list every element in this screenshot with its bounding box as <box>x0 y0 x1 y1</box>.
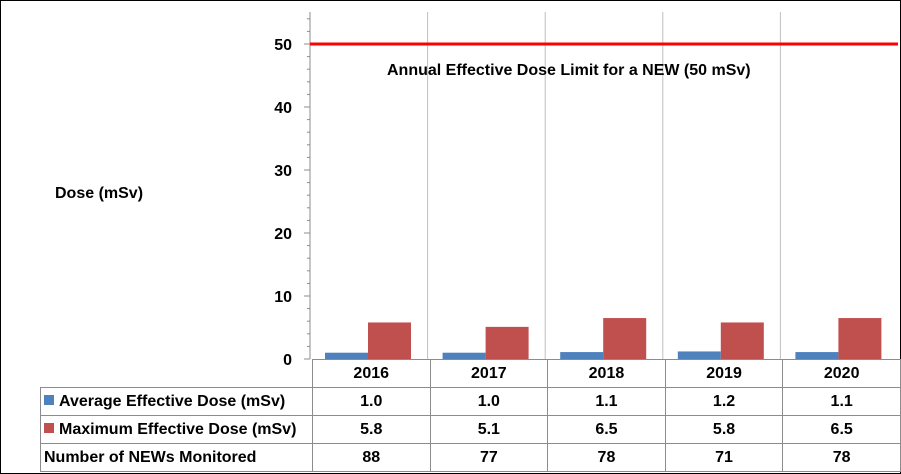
category-label: 2016 <box>311 359 431 388</box>
table-cell: 1.0 <box>311 387 431 416</box>
series-name: Maximum Effective Dose (mSv) <box>59 420 297 438</box>
table-cell: 6.5 <box>782 415 901 444</box>
table-row-maximum: Maximum Effective Dose (mSv) 5.8 5.1 6.5… <box>40 415 901 444</box>
legend-key-average <box>44 394 54 405</box>
reference-line-label: Annual Effective Dose Limit for a NEW (5… <box>387 62 751 79</box>
bar-maximum <box>485 326 529 359</box>
category-label: 2020 <box>782 359 901 388</box>
data-table: 2016 2017 2018 2019 2020 Average Effecti… <box>40 359 901 472</box>
table-cell: 78 <box>782 443 901 472</box>
table-header-row: 2016 2017 2018 2019 2020 <box>40 359 901 388</box>
series-label-maximum: Maximum Effective Dose (mSv) <box>40 415 313 444</box>
series-label-average: Average Effective Dose (mSv) <box>40 387 313 416</box>
y-tick-label: 10 <box>274 289 292 306</box>
table-row-news: Number of NEWs Monitored 88 77 78 71 78 <box>40 443 901 472</box>
category-label: 2018 <box>547 359 666 388</box>
table-cell: 5.1 <box>429 415 549 444</box>
bar-average <box>560 352 604 359</box>
table-cell: 1.2 <box>664 387 784 416</box>
category-gridlines <box>427 12 781 359</box>
table-cell: 77 <box>429 443 549 472</box>
bar-maximum <box>603 318 647 359</box>
y-axis-label: Dose (mSv) <box>55 185 144 202</box>
bar-maximum <box>720 322 764 359</box>
bar-group <box>325 318 882 359</box>
bar-maximum <box>838 318 882 359</box>
legend-key-maximum <box>44 422 54 433</box>
bar-maximum <box>368 322 411 359</box>
y-tick-label: 50 <box>274 37 292 54</box>
bar-average <box>325 352 368 359</box>
table-cell: 1.1 <box>782 387 901 416</box>
table-cell: 6.5 <box>547 415 666 444</box>
table-cell: 1.0 <box>429 387 549 416</box>
category-label: 2019 <box>664 359 784 388</box>
series-name: Average Effective Dose (mSv) <box>59 392 286 410</box>
table-cell: 88 <box>311 443 431 472</box>
series-label-news: Number of NEWs Monitored <box>40 443 313 472</box>
y-tick-label: 40 <box>274 100 292 117</box>
table-row-average: Average Effective Dose (mSv) 1.0 1.0 1.1… <box>40 387 901 416</box>
bar-average <box>677 351 721 359</box>
table-cell: 71 <box>664 443 784 472</box>
y-tick-label: 30 <box>274 163 292 180</box>
table-cell: 1.1 <box>547 387 666 416</box>
table-cell: 5.8 <box>311 415 431 444</box>
table-cell: 5.8 <box>664 415 784 444</box>
category-label: 2017 <box>429 359 549 388</box>
bar-average <box>442 352 486 359</box>
bar-average <box>795 352 839 359</box>
table-corner <box>40 359 313 388</box>
y-tick-label: 20 <box>274 226 292 243</box>
table-cell: 78 <box>547 443 666 472</box>
